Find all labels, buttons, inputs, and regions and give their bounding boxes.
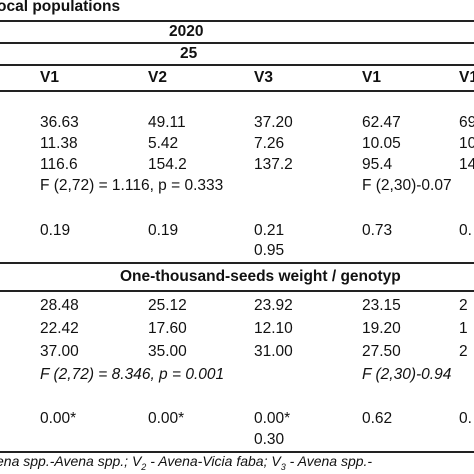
year-header: 2020 [169,23,204,40]
cell: 25.12 [148,297,187,314]
footnote-part: - Avena-Vicia faba; V [146,453,281,469]
cell: 35.00 [148,343,187,360]
p-value-cell: 0.62 [362,410,393,427]
rule-section2 [0,262,474,264]
footnote-subscript: 3 [280,461,286,472]
cell: 2 [459,343,468,360]
section-heading: One-thousand-seeds weight / genotyp [120,268,401,285]
p-value-cell: 0.73 [362,222,393,239]
footnote: ena spp.-Avena spp.; V2 - Avena-Vicia fa… [0,453,372,472]
cell: 10.05 [362,135,401,152]
f-test-right: F (2,30)-0.07 [362,177,452,194]
rule-bottom [0,451,474,453]
p-value-cell: 0.00* [254,410,291,427]
p-value-cell: 0.19 [40,222,71,239]
p-value-cell: 0. [459,222,472,239]
rule-columns [0,90,474,92]
cell: 22.42 [40,320,79,337]
cell: 10 [459,135,474,152]
cell: 14 [459,156,474,173]
cell: 17.60 [148,320,187,337]
cell: 27.50 [362,343,401,360]
cell: 36.63 [40,114,79,131]
cell: 23.15 [362,297,401,314]
column-header-v1: V1 [40,69,59,86]
table-title: ocal populations [0,0,121,15]
f-test-left: F (2,72) = 8.346, p = 0.001 [40,366,225,383]
column-header-v1b: V1 [362,69,381,86]
column-header-v1c: V1 [459,69,474,86]
cell: 31.00 [254,343,293,360]
cell: 95.4 [362,156,393,173]
cell: 28.48 [40,297,79,314]
cell: 19.20 [362,320,401,337]
f-test-right: F (2,30)-0.94 [362,366,452,383]
cell: 7.26 [254,135,285,152]
rule-year [0,42,474,44]
cell: 37.20 [254,114,293,131]
cell: 23.92 [254,297,293,314]
f-test-left: F (2,72) = 1.116, p = 0.333 [40,177,224,194]
rule-sub [0,64,474,66]
footnote-part: - Avena spp.- [285,453,373,469]
cell: 69 [459,114,474,131]
extra-value: 0.95 [254,242,285,259]
cell: 12.10 [254,320,293,337]
rule-section2-heading [0,290,474,292]
cell: 62.47 [362,114,401,131]
p-value-cell: 0.21 [254,222,285,239]
cell: 37.00 [40,343,79,360]
rule-top [0,20,474,22]
sub-header: 25 [180,45,198,62]
footnote-subscript: 2 [141,461,147,472]
cell: 154.2 [148,156,187,173]
cell: 137.2 [254,156,293,173]
column-header-v2: V2 [148,69,167,86]
extra-value: 0.30 [254,431,285,448]
cell: 49.11 [148,114,186,131]
p-value-cell: 0.00* [148,410,185,427]
cell: 1 [459,320,468,337]
p-value-cell: 0.00* [40,410,77,427]
p-value-cell: 0.19 [148,222,179,239]
cell: 11.38 [40,135,78,152]
cell: 2 [459,297,468,314]
cell: 5.42 [148,135,179,152]
column-header-v3: V3 [254,69,273,86]
p-value-cell: 0. [459,410,472,427]
footnote-part: ena spp.-Avena spp.; V [0,453,142,469]
cell: 116.6 [40,156,78,173]
